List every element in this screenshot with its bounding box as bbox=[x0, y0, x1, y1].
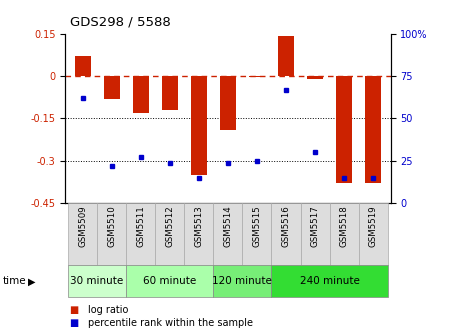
Bar bbox=[191, 76, 207, 175]
Text: log ratio: log ratio bbox=[88, 305, 128, 315]
Bar bbox=[278, 36, 294, 76]
Bar bbox=[249, 76, 265, 77]
Text: GSM5515: GSM5515 bbox=[252, 205, 261, 247]
Text: 60 minute: 60 minute bbox=[143, 277, 196, 286]
Bar bbox=[213, 203, 242, 265]
Bar bbox=[365, 76, 381, 183]
Text: time: time bbox=[2, 277, 26, 286]
Text: 240 minute: 240 minute bbox=[299, 277, 360, 286]
Bar bbox=[330, 203, 359, 265]
Bar bbox=[126, 203, 155, 265]
Text: GSM5509: GSM5509 bbox=[78, 205, 87, 247]
Text: percentile rank within the sample: percentile rank within the sample bbox=[88, 318, 252, 328]
Bar bbox=[155, 203, 184, 265]
Text: GSM5510: GSM5510 bbox=[107, 205, 116, 247]
Bar bbox=[220, 76, 236, 130]
Text: GSM5512: GSM5512 bbox=[165, 205, 174, 247]
Text: 30 minute: 30 minute bbox=[70, 277, 124, 286]
Text: GSM5516: GSM5516 bbox=[282, 205, 291, 247]
Bar bbox=[307, 76, 323, 79]
Bar bbox=[162, 76, 178, 110]
Bar bbox=[126, 265, 213, 297]
Bar bbox=[68, 265, 126, 297]
Text: GSM5519: GSM5519 bbox=[369, 205, 378, 247]
Bar bbox=[75, 56, 91, 76]
Bar bbox=[272, 265, 388, 297]
Bar bbox=[272, 203, 300, 265]
Text: GSM5513: GSM5513 bbox=[194, 205, 203, 247]
Text: GDS298 / 5588: GDS298 / 5588 bbox=[70, 15, 170, 28]
Bar bbox=[242, 203, 272, 265]
Text: GSM5518: GSM5518 bbox=[339, 205, 348, 247]
Text: GSM5511: GSM5511 bbox=[136, 205, 145, 247]
Text: ■: ■ bbox=[70, 318, 79, 328]
Bar bbox=[359, 203, 388, 265]
Bar bbox=[336, 76, 352, 183]
Text: 120 minute: 120 minute bbox=[212, 277, 273, 286]
Text: GSM5514: GSM5514 bbox=[223, 205, 233, 247]
Bar bbox=[133, 76, 149, 113]
Text: ■: ■ bbox=[70, 305, 79, 315]
Bar bbox=[213, 265, 272, 297]
Bar bbox=[68, 203, 97, 265]
Text: GSM5517: GSM5517 bbox=[311, 205, 320, 247]
Text: ▶: ▶ bbox=[28, 277, 36, 286]
Bar bbox=[97, 203, 126, 265]
Bar bbox=[300, 203, 330, 265]
Bar bbox=[184, 203, 213, 265]
Bar bbox=[104, 76, 119, 99]
